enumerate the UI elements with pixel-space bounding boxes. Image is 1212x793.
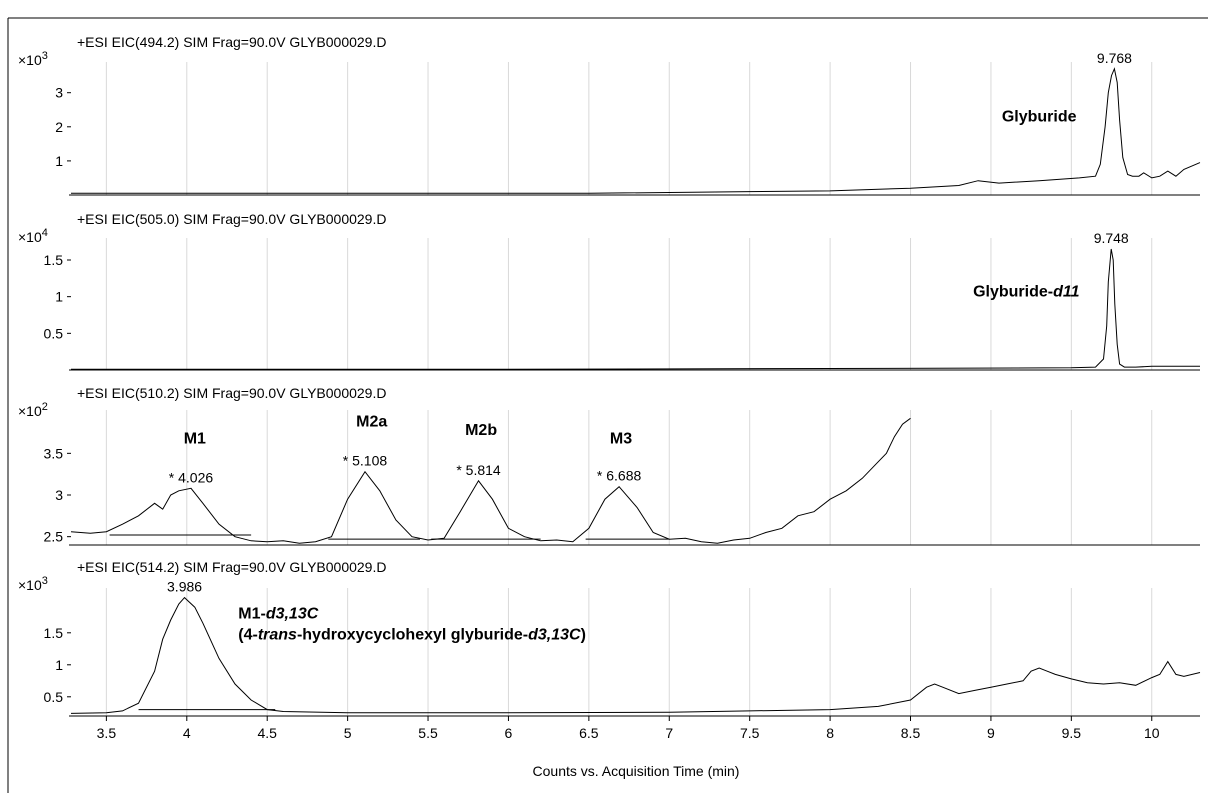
x-tick-label: 8 (826, 725, 834, 741)
x-tick-label: 8.5 (901, 725, 921, 741)
x-tick-label: 9.5 (1062, 725, 1082, 741)
x-tick-label: 7.5 (740, 725, 760, 741)
y-tick-label: 3 (55, 85, 63, 101)
panel-scale-factor: ×104 (18, 227, 48, 245)
peak-label: * 5.814 (456, 462, 501, 478)
panel-scale-factor: ×103 (18, 50, 48, 68)
peak-label: * 5.108 (343, 453, 388, 469)
chart-panel-2: +ESI EIC(505.0) SIM Frag=90.0V GLYB00002… (18, 211, 1200, 371)
panel-scale-factor: ×103 (18, 575, 48, 593)
y-tick-label: 2 (55, 119, 63, 135)
peak-annotation: M3 (610, 430, 632, 447)
chromatogram-trace (71, 67, 1201, 194)
chromatogram-trace (70, 596, 1201, 714)
peak-label: 3.986 (167, 579, 202, 595)
peak-label: * 4.026 (169, 469, 214, 485)
chart-panel-1: +ESI EIC(494.2) SIM Frag=90.0V GLYB00002… (18, 34, 1201, 196)
peak-annotation: M1-d3,13C (4-trans-hydroxycyclohexyl glyb… (238, 606, 586, 644)
y-tick-label: 3 (55, 487, 63, 503)
peak-label: 9.748 (1094, 230, 1129, 246)
peak-annotation: Glyburide (1002, 109, 1077, 126)
y-tick-label: 1.5 (44, 252, 64, 268)
y-tick-label: 0.5 (44, 689, 64, 705)
chromatogram-trace (70, 417, 911, 544)
peak-annotation: M2a (356, 414, 387, 431)
chromatogram-trace (71, 248, 1200, 370)
panel-title: +ESI EIC(505.0) SIM Frag=90.0V GLYB00002… (77, 211, 386, 227)
x-tick-label: 10 (1144, 725, 1160, 741)
x-tick-label: 7 (665, 725, 673, 741)
x-tick-label: 5 (344, 725, 352, 741)
y-tick-label: 3.5 (44, 445, 64, 461)
peak-label: * 6.688 (597, 468, 642, 484)
x-tick-label: 4.5 (257, 725, 277, 741)
x-tick-label: 5.5 (418, 725, 438, 741)
chart-panel-3: +ESI EIC(510.2) SIM Frag=90.0V GLYB00002… (18, 385, 1200, 546)
x-axis: 3.5 4 4.5 5 5.5 6 6.5 7 7.5 8 8.5 9 9.5 10 Counts vs. … (69, 715, 1200, 779)
y-tick-label: 1.5 (44, 625, 64, 641)
peak-annotation: M1 (184, 430, 206, 447)
y-tick-label: 1 (55, 153, 63, 169)
y-tick-label: 0.5 (44, 325, 64, 341)
peak-annotation: Glyburide-d11 (973, 284, 1080, 301)
y-tick-label: 1 (55, 289, 63, 305)
x-tick-label: 9 (987, 725, 995, 741)
x-tick-label: 6.5 (579, 725, 599, 741)
x-tick-label: 4 (183, 725, 191, 741)
peak-label: 9.768 (1097, 50, 1132, 66)
y-tick-label: 2.5 (44, 529, 64, 545)
y-tick-label: 1 (55, 657, 63, 673)
x-tick-label: 3.5 (97, 725, 117, 741)
panel-title: +ESI EIC(510.2) SIM Frag=90.0V GLYB00002… (77, 385, 386, 401)
panel-scale-factor: ×102 (18, 401, 48, 419)
x-axis-label: Counts vs. Acquisition Time (min) (533, 763, 740, 779)
chart-panel-4: +ESI EIC(514.2) SIM Frag=90.0V GLYB00002… (18, 559, 1201, 717)
peak-annotation: M2b (465, 422, 497, 439)
panel-title: +ESI EIC(514.2) SIM Frag=90.0V GLYB00002… (77, 559, 386, 575)
panel-title: +ESI EIC(494.2) SIM Frag=90.0V GLYB00002… (77, 34, 386, 50)
x-tick-label: 6 (505, 725, 513, 741)
